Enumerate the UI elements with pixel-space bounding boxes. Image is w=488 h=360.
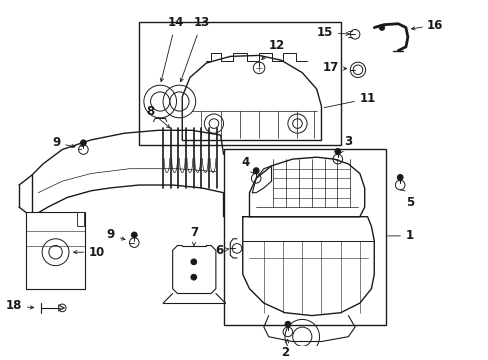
- Bar: [26, 212, 85, 289]
- Circle shape: [334, 149, 340, 154]
- Circle shape: [397, 175, 402, 180]
- Circle shape: [285, 321, 290, 327]
- Text: 7: 7: [190, 226, 199, 246]
- Text: 18: 18: [5, 300, 34, 312]
- Text: 14: 14: [160, 17, 183, 82]
- Text: 13: 13: [180, 17, 209, 82]
- Text: 17: 17: [322, 62, 346, 75]
- Bar: [139, 22, 340, 145]
- Circle shape: [253, 168, 259, 174]
- Text: 6: 6: [215, 244, 229, 257]
- Circle shape: [190, 274, 196, 280]
- Text: 8: 8: [146, 105, 169, 128]
- Text: 12: 12: [261, 39, 285, 59]
- Text: 9: 9: [106, 229, 125, 242]
- Text: 4: 4: [241, 156, 254, 174]
- Circle shape: [190, 259, 196, 265]
- Text: 11: 11: [324, 92, 375, 108]
- Text: 9: 9: [52, 136, 75, 149]
- Bar: [77, 212, 84, 226]
- Circle shape: [131, 232, 137, 238]
- Text: 16: 16: [426, 19, 443, 32]
- Circle shape: [81, 140, 86, 146]
- Text: 2: 2: [281, 339, 288, 359]
- Text: 15: 15: [316, 26, 349, 39]
- Bar: [223, 149, 385, 325]
- Text: 3: 3: [339, 135, 352, 153]
- Text: 10: 10: [74, 246, 105, 259]
- Text: 1: 1: [387, 229, 413, 242]
- Text: 5: 5: [405, 196, 413, 209]
- Circle shape: [378, 25, 384, 31]
